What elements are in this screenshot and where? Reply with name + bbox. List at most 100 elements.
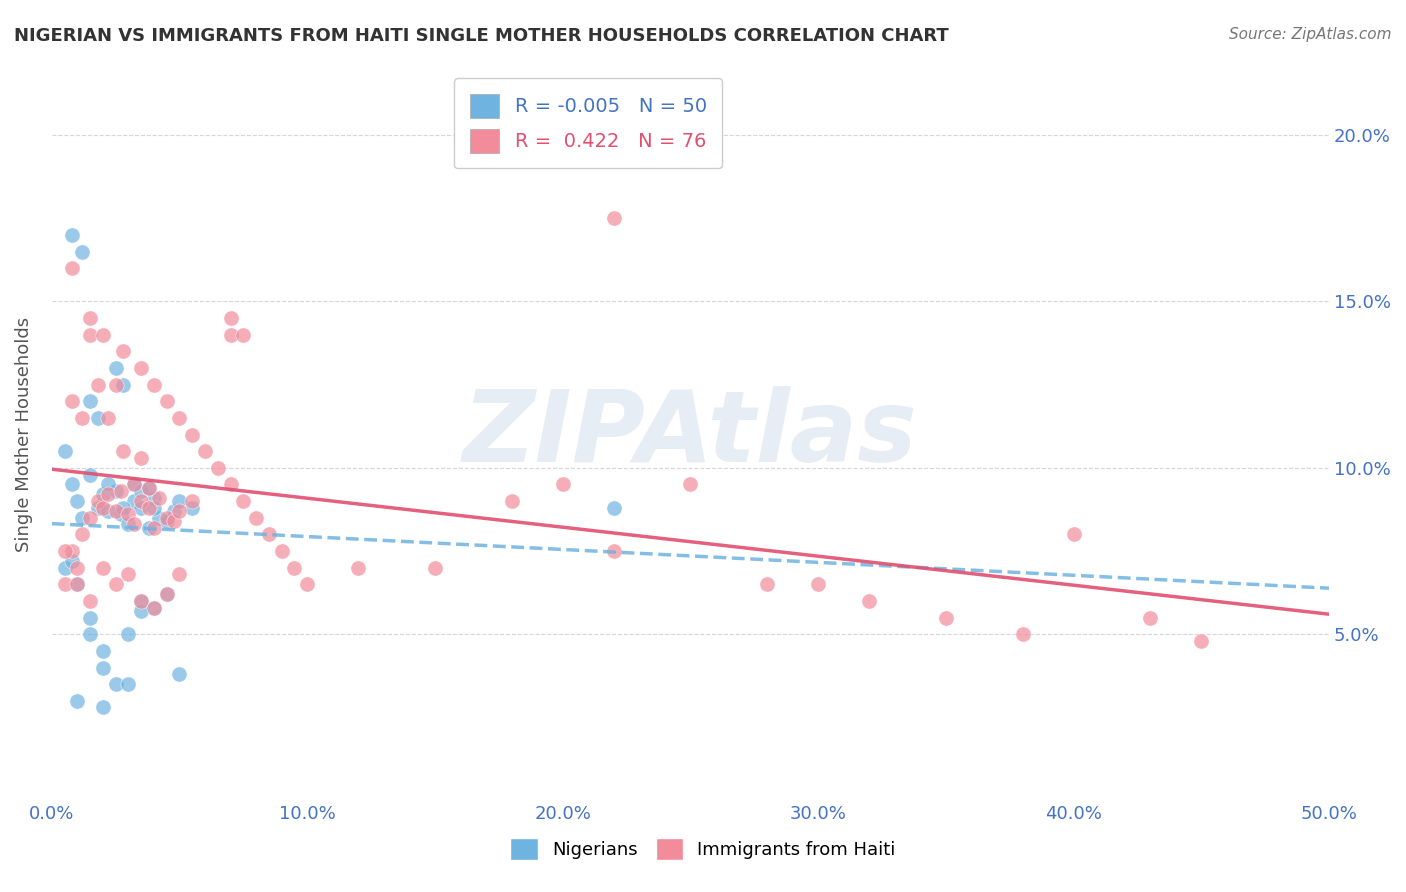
Point xyxy=(91,487,114,501)
Point xyxy=(138,481,160,495)
Point xyxy=(104,677,127,691)
Point xyxy=(79,627,101,641)
Point xyxy=(156,514,179,528)
Point xyxy=(66,560,89,574)
Point xyxy=(104,504,127,518)
Point xyxy=(156,510,179,524)
Point xyxy=(169,667,191,681)
Point xyxy=(66,494,89,508)
Point xyxy=(91,560,114,574)
Point xyxy=(148,510,170,524)
Point xyxy=(138,521,160,535)
Point xyxy=(219,477,242,491)
Point xyxy=(112,444,135,458)
Point xyxy=(148,491,170,505)
Point xyxy=(104,361,127,376)
Point xyxy=(283,560,305,574)
Point xyxy=(53,444,76,458)
Point xyxy=(91,644,114,658)
Point xyxy=(142,600,165,615)
Point xyxy=(245,510,267,524)
Point xyxy=(142,600,165,615)
Point xyxy=(169,494,191,508)
Point xyxy=(60,477,83,491)
Point xyxy=(181,500,204,515)
Point xyxy=(181,427,204,442)
Point xyxy=(156,394,179,409)
Point xyxy=(97,477,120,491)
Point xyxy=(163,504,186,518)
Text: NIGERIAN VS IMMIGRANTS FROM HAITI SINGLE MOTHER HOUSEHOLDS CORRELATION CHART: NIGERIAN VS IMMIGRANTS FROM HAITI SINGLE… xyxy=(14,27,949,45)
Point xyxy=(935,610,957,624)
Point xyxy=(138,481,160,495)
Text: Source: ZipAtlas.com: Source: ZipAtlas.com xyxy=(1229,27,1392,42)
Point xyxy=(858,594,880,608)
Point xyxy=(112,344,135,359)
Point xyxy=(232,327,254,342)
Point xyxy=(807,577,830,591)
Point xyxy=(142,500,165,515)
Point xyxy=(104,484,127,499)
Point xyxy=(79,311,101,326)
Point xyxy=(679,477,702,491)
Point xyxy=(219,311,242,326)
Point xyxy=(603,500,626,515)
Point xyxy=(117,508,139,522)
Point xyxy=(207,460,229,475)
Point xyxy=(1063,527,1085,541)
Point xyxy=(169,504,191,518)
Point xyxy=(117,567,139,582)
Point xyxy=(72,510,94,524)
Point xyxy=(97,411,120,425)
Point xyxy=(91,327,114,342)
Point xyxy=(79,594,101,608)
Point xyxy=(66,577,89,591)
Point xyxy=(194,444,217,458)
Point xyxy=(297,577,319,591)
Point xyxy=(142,521,165,535)
Point xyxy=(129,450,152,465)
Point xyxy=(219,327,242,342)
Point xyxy=(79,510,101,524)
Point xyxy=(66,694,89,708)
Point xyxy=(756,577,779,591)
Point xyxy=(129,484,152,499)
Point xyxy=(117,677,139,691)
Point xyxy=(79,610,101,624)
Y-axis label: Single Mother Households: Single Mother Households xyxy=(15,317,32,552)
Point xyxy=(122,517,145,532)
Point xyxy=(129,604,152,618)
Point xyxy=(122,477,145,491)
Point xyxy=(181,494,204,508)
Point xyxy=(129,361,152,376)
Point xyxy=(87,500,110,515)
Point xyxy=(156,587,179,601)
Point xyxy=(79,327,101,342)
Point xyxy=(53,544,76,558)
Point xyxy=(117,517,139,532)
Point xyxy=(129,594,152,608)
Point xyxy=(60,261,83,276)
Point xyxy=(1189,633,1212,648)
Point xyxy=(72,527,94,541)
Point xyxy=(603,211,626,226)
Point xyxy=(60,544,83,558)
Point xyxy=(72,244,94,259)
Point xyxy=(156,587,179,601)
Point xyxy=(163,514,186,528)
Point xyxy=(1139,610,1161,624)
Point xyxy=(117,627,139,641)
Point xyxy=(169,567,191,582)
Legend: R = -0.005   N = 50, R =  0.422   N = 76: R = -0.005 N = 50, R = 0.422 N = 76 xyxy=(454,78,723,169)
Point xyxy=(87,411,110,425)
Point xyxy=(91,500,114,515)
Point xyxy=(79,394,101,409)
Text: ZIPAtlas: ZIPAtlas xyxy=(463,386,918,483)
Point xyxy=(104,577,127,591)
Point xyxy=(142,377,165,392)
Point xyxy=(91,660,114,674)
Point xyxy=(60,554,83,568)
Point xyxy=(501,494,523,508)
Point xyxy=(138,500,160,515)
Point xyxy=(129,500,152,515)
